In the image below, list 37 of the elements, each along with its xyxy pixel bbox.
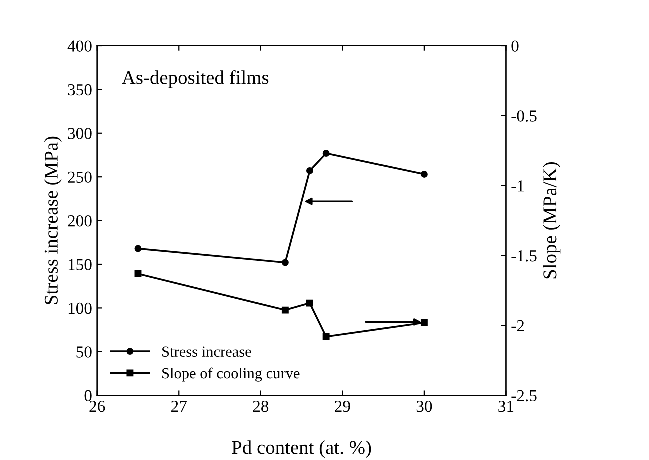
point (420, 319, 428, 326)
x-tick-label: 27 (172, 400, 187, 412)
y-tick-label: 300 (68, 128, 92, 140)
legend-label: Slope of cooling curve (162, 368, 300, 382)
y2-tick-label: -1 (512, 180, 524, 192)
x-tick-label: 29 (335, 400, 350, 412)
x-tick-label: 26 (90, 400, 106, 412)
y-axis-title: Stress increase (MPa) (44, 136, 62, 304)
point (306, 300, 314, 307)
y2-tick-label: -1.5 (512, 250, 537, 262)
legend-label: Stress increase (162, 346, 252, 358)
y-tick-label: 200 (68, 216, 92, 227)
point (282, 306, 289, 314)
y-tick-label: 250 (68, 172, 92, 184)
point (134, 270, 142, 278)
y-tick-label: 0 (84, 390, 92, 402)
y2-axis-title: Slope (MPa/K) (543, 162, 561, 279)
y-tick-label: 350 (68, 84, 92, 96)
point (322, 150, 330, 157)
x-tick-label: 28 (253, 400, 269, 412)
y-tick-label: 100 (68, 302, 92, 314)
y2-tick-label: -2 (512, 320, 524, 332)
y-tick-label: 50 (76, 346, 92, 358)
x-tick-label: 30 (416, 400, 432, 412)
point (420, 171, 428, 178)
point (306, 168, 314, 174)
y-tick-label: 400 (68, 40, 92, 52)
point (282, 259, 289, 266)
x-tick-label: 31 (498, 400, 514, 412)
y2-tick-label: -0.5 (512, 110, 537, 122)
y2-tick-label: 0 (512, 40, 519, 52)
point (322, 333, 330, 340)
y2-tick-label: -2.5 (512, 390, 537, 402)
point (134, 245, 142, 252)
annotation: As-deposited films (122, 70, 269, 88)
y-tick-label: 150 (68, 259, 92, 270)
x-axis-title: Pd content (at. %) (232, 440, 372, 458)
